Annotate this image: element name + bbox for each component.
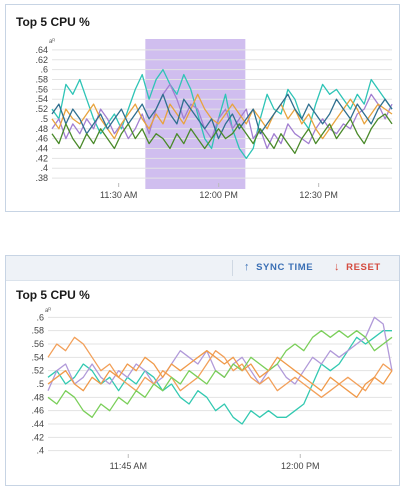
y-tick-label: .44 xyxy=(35,144,48,154)
unit-label: aᴿ xyxy=(49,38,55,45)
y-tick-label: .6 xyxy=(40,65,48,75)
y-tick-label: .42 xyxy=(31,432,44,442)
chart-panel-top: Top 5 CPU % aᴿ .64.62.6.58.56.54.52.5.48.… xyxy=(5,4,400,212)
series-line-3[interactable] xyxy=(47,336,393,398)
chart-title: Top 5 CPU % xyxy=(16,15,90,29)
chart-panel-bottom: ↑ SYNC TIME ↓ RESET Top 5 CPU % aᴿ .6 .58 .56… xyxy=(5,255,400,486)
chart-title: Top 5 CPU % xyxy=(16,288,90,302)
arrow-up-icon: ↑ xyxy=(244,261,251,273)
x-tick-label: 12:00 PM xyxy=(199,190,238,200)
y-tick-label: .58 xyxy=(35,75,48,85)
y-tick-label: .46 xyxy=(35,134,48,144)
y-tick-label: .58 xyxy=(31,326,44,336)
y-tick-label: .44 xyxy=(31,419,44,429)
series-line-4[interactable] xyxy=(51,93,393,140)
y-tick-label: .4 xyxy=(36,446,44,456)
y-tick-label: .46 xyxy=(31,406,44,416)
y-tick-label: .48 xyxy=(31,392,44,402)
cpu-chart-top[interactable]: aᴿ.64.62.6.58.56.54.52.5.48.46.44.42.4.3… xyxy=(6,5,401,213)
chart-toolbar: ↑ SYNC TIME ↓ RESET xyxy=(6,256,399,281)
y-tick-label: .38 xyxy=(35,173,48,183)
y-tick-label: .5 xyxy=(36,379,44,389)
y-tick-label: .62 xyxy=(35,55,48,65)
y-tick-label: .52 xyxy=(35,104,48,114)
series-line-2[interactable] xyxy=(51,83,393,150)
series-line-4[interactable] xyxy=(47,330,393,418)
unit-label: aᴿ xyxy=(45,307,51,314)
x-tick-label: 11:30 AM xyxy=(100,190,137,200)
series-line-5[interactable] xyxy=(51,113,393,155)
time-selection-band[interactable] xyxy=(145,39,246,189)
y-tick-label: .56 xyxy=(35,84,48,94)
reset-button[interactable]: ↓ RESET xyxy=(334,261,381,273)
reset-label: RESET xyxy=(346,262,381,273)
y-tick-label: .54 xyxy=(31,352,44,362)
y-tick-label: .4 xyxy=(40,163,48,173)
sync-time-button[interactable]: ↑ SYNC TIME xyxy=(244,261,313,273)
arrow-down-icon: ↓ xyxy=(334,261,341,273)
x-tick-label: 11:45 AM xyxy=(110,461,147,471)
y-tick-label: .52 xyxy=(31,366,44,376)
cpu-chart-bottom[interactable]: aᴿ.6 .58 .56 .54 .52 .5 .48 .46 .44 .42 .4 11:45 AM… xyxy=(6,256,401,487)
x-tick-label: 12:30 PM xyxy=(299,190,338,200)
x-tick-label: 12:00 PM xyxy=(281,461,320,471)
y-tick-label: .48 xyxy=(35,124,48,134)
series-line-5[interactable] xyxy=(47,350,393,398)
y-tick-label: .54 xyxy=(35,94,48,104)
toolbar-divider xyxy=(232,260,233,276)
y-tick-label: .64 xyxy=(35,45,48,55)
y-tick-label: .42 xyxy=(35,153,48,163)
y-tick-label: .5 xyxy=(40,114,48,124)
y-tick-label: .6 xyxy=(36,312,44,322)
sync-time-label: SYNC TIME xyxy=(256,262,314,273)
y-tick-label: .56 xyxy=(31,339,44,349)
series-line-1[interactable] xyxy=(47,330,392,425)
series-line-3[interactable] xyxy=(51,93,393,140)
